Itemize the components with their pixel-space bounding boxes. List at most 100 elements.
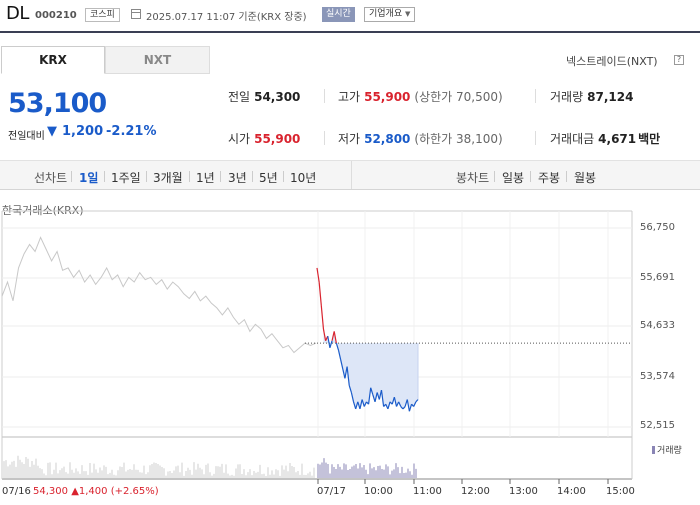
prev-day-change: 1,400 [78,486,108,497]
stat-amount: 거래대금 4,671 백만 [550,130,660,147]
stat-value: 4,671 [598,132,637,146]
divider [220,171,221,182]
stat-sub: (상한가 70,500) [414,90,503,104]
x-tick: 10:00 [364,486,393,497]
tab-krx[interactable]: KRX [1,46,105,74]
today-line-down [352,401,357,410]
candle-weekly[interactable]: 주봉 [538,171,561,185]
divider [566,171,567,182]
stat-value: 52,800 [364,132,411,146]
market-badge: 코스피 [85,8,120,22]
today-line-down [393,397,398,407]
today-line-down [346,366,350,386]
period-10y[interactable]: 10년 [290,171,317,185]
x-tick: 11:00 [413,486,442,497]
calendar-icon [131,9,141,19]
today-line-down [398,401,402,407]
help-icon[interactable]: ? [674,55,684,65]
candle-monthly[interactable]: 월봉 [574,171,597,185]
stock-header: DL 000210 코스피 2025.07.17 11:07 기준(KRX 장중… [0,0,700,33]
today-line-down [359,399,363,410]
x-tick: 12:00 [461,486,490,497]
chevron-down-icon: ▼ [405,10,411,18]
change-percent: -2.21% [106,124,157,139]
prev-day-pct: (+2.65%) [110,486,159,497]
y-tick: 53,574 [640,371,675,382]
divider [535,131,536,145]
corp-info-dropdown[interactable]: 기업개요 ▼ [364,7,416,22]
stat-label: 고가 [338,90,361,104]
candle-chart-label: 봉차트 [456,171,490,185]
today-line-down [376,392,380,400]
y-tick: 54,633 [640,320,675,331]
today-line-down [357,401,361,410]
today-line-down [342,368,346,379]
today-line-up [316,267,320,283]
today-line-down [395,401,400,407]
prev-day-line [1,236,317,354]
today-line-down [415,399,419,403]
stat-high: 고가 55,900 (상한가 70,500) [338,88,503,105]
today-line-down [348,385,352,393]
realtime-button[interactable]: 실시간 [322,7,355,22]
stat-low: 저가 52,800 (하한가 38,100) [338,130,503,147]
period-3m[interactable]: 3개월 [153,171,183,185]
stat-value: 55,900 [364,90,411,104]
stat-sub: (하한가 38,100) [414,132,503,146]
stat-label: 저가 [338,132,361,146]
stat-prev-close: 전일 54,300 [228,88,300,105]
stat-volume: 거래량 87,124 [550,88,633,105]
volume-legend: 거래량 [652,443,682,456]
line-chart-label: 선차트 [34,171,68,185]
divider [283,171,284,182]
period-3y[interactable]: 3년 [228,171,247,185]
current-price: 53,100 [8,88,107,119]
divider [146,171,147,182]
divider [189,171,190,182]
volume-legend-label: 거래량 [657,446,682,456]
today-line-down [391,396,395,405]
today-line-down [387,401,391,410]
today-line-up [322,328,327,341]
tab-nxt[interactable]: NXT [105,46,210,74]
today-line-down [402,406,406,410]
stat-label: 전일 [228,90,251,104]
y-tick: 56,750 [640,222,675,233]
today-line-up [320,305,325,330]
today-line-down [370,387,374,395]
today-line-up [331,331,335,341]
up-arrow-icon: ▲ [71,486,79,497]
below-ref-area [323,329,418,412]
candle-daily[interactable]: 일봉 [502,171,525,185]
period-1w[interactable]: 1주일 [111,171,141,185]
today-line-down [413,401,417,407]
stat-label: 거래량 [550,90,584,104]
stat-value: 54,300 [254,90,301,104]
corp-info-label: 기업개요 [369,9,403,19]
prev-day-price: 54,300 [33,486,68,497]
period-5y[interactable]: 5년 [259,171,278,185]
stock-code: 000210 [35,10,77,21]
divider [530,171,531,182]
quote-datetime: 2025.07.17 11:07 기준(KRX 장중) [146,12,307,23]
change-label: 전일대비 [8,131,45,142]
today-line-down [380,390,385,407]
x-tick: 07/17 [317,486,346,497]
today-line-down [340,359,344,370]
divider [494,171,495,182]
stat-open: 시가 55,900 [228,130,300,147]
divider [104,171,105,182]
divider [252,171,253,182]
divider [71,171,72,182]
today-line-down [327,335,331,348]
stock-name: DL [6,3,29,24]
stat-unit: 백만 [638,132,661,146]
prev-day-summary: 54,300 ▲1,400 (+2.65%) [33,486,159,497]
nxt-link[interactable]: 넥스트레이드(NXT) [566,55,658,68]
period-1y[interactable]: 1년 [196,171,215,185]
divider [535,89,536,103]
today-line-down [355,401,359,410]
period-1d[interactable]: 1일 [79,171,99,185]
x-tick: 14:00 [557,486,586,497]
